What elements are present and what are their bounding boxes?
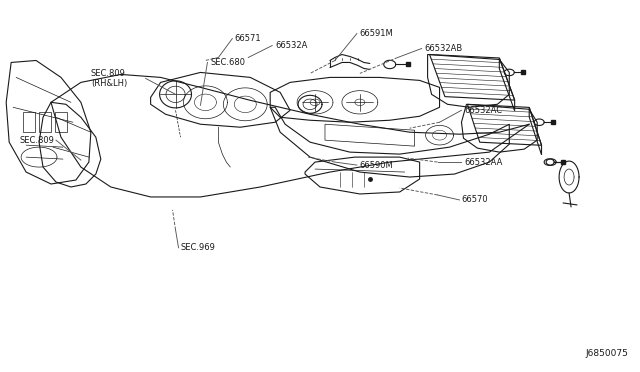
Text: J6850075: J6850075 bbox=[586, 349, 629, 358]
Text: 66571: 66571 bbox=[234, 34, 261, 43]
Text: 66590M: 66590M bbox=[360, 161, 394, 170]
Text: SEC.809: SEC.809 bbox=[19, 136, 54, 145]
Text: (RH&LH): (RH&LH) bbox=[91, 79, 127, 88]
Text: SEC.809: SEC.809 bbox=[91, 69, 125, 78]
Text: SEC.969: SEC.969 bbox=[180, 243, 216, 252]
Text: 66570: 66570 bbox=[461, 195, 488, 205]
Text: SEC.680: SEC.680 bbox=[211, 58, 245, 67]
Text: 66532AB: 66532AB bbox=[424, 44, 463, 53]
Text: 66532AA: 66532AA bbox=[465, 158, 503, 167]
Text: 66532A: 66532A bbox=[275, 41, 308, 50]
Text: 66591M: 66591M bbox=[360, 29, 394, 38]
Text: 66532AC: 66532AC bbox=[465, 106, 502, 115]
